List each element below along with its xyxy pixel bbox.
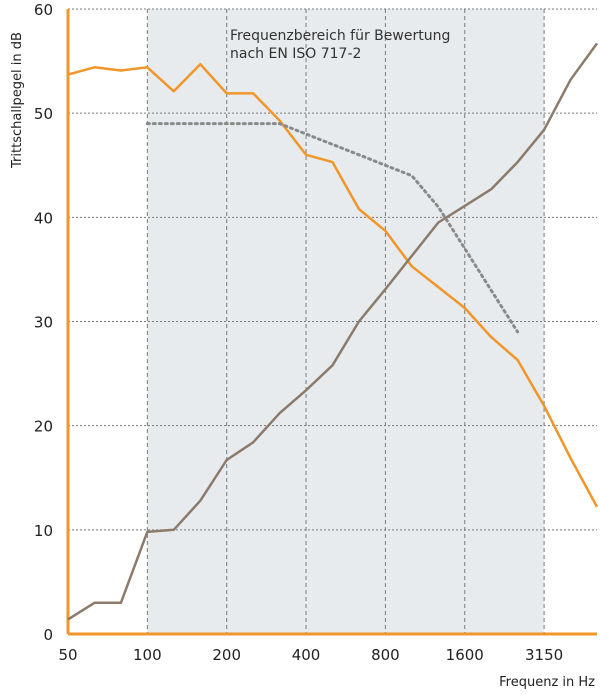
y-tick-label: 50 (34, 105, 53, 123)
annotation-line-2: nach EN ISO 717-2 (230, 46, 361, 62)
x-tick-label: 3150 (525, 646, 563, 664)
x-tick-label: 100 (133, 646, 162, 664)
x-tick-label: 400 (292, 646, 321, 664)
tick-labels: 0 10 20 30 40 50 60 50 100 200 400 800 1600 3150 (34, 1, 563, 664)
y-tick-label: 0 (43, 626, 53, 644)
axes (66, 9, 597, 636)
series-line-1 (67, 62, 599, 508)
x-tick-label: 800 (371, 646, 400, 664)
y-tick-label: 20 (34, 418, 53, 436)
x-tick-label: 200 (212, 646, 241, 664)
y-tick-label: 40 (34, 209, 53, 227)
grid (68, 8, 597, 634)
x-tick-label: 1600 (446, 646, 484, 664)
y-axis-title: Trittschallpegel in dB (10, 32, 25, 169)
y-tick-label: 60 (34, 1, 53, 19)
series-line-2 (67, 42, 599, 621)
series-line-3 (145, 122, 520, 334)
series-layer (67, 42, 599, 621)
x-axis-title: Frequenz in Hz (499, 675, 595, 690)
annotation-line-1: Frequenzbereich für Bewertung (230, 28, 450, 44)
y-tick-label: 10 (34, 522, 53, 540)
x-tick-label: 50 (58, 646, 77, 664)
y-tick-label: 30 (34, 314, 53, 332)
